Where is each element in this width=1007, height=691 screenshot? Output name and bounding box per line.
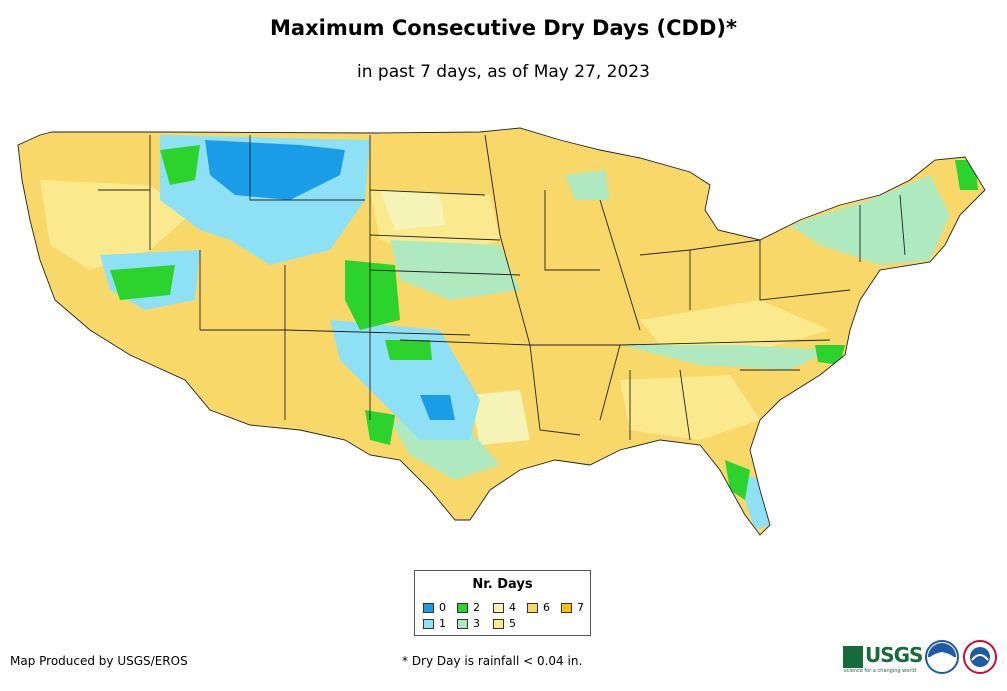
- legend-swatch: [493, 619, 504, 629]
- zone-2day-nevada: [110, 265, 175, 300]
- zone-4day-texas: [470, 390, 530, 445]
- zone-3day-michigan: [565, 170, 610, 200]
- legend-swatch: [423, 619, 434, 629]
- map-base-fill: [18, 128, 985, 535]
- legend-label: 2: [473, 601, 480, 614]
- legend-label: 5: [509, 617, 516, 630]
- legend-label: 7: [577, 601, 584, 614]
- zone-0day-texas: [420, 395, 455, 420]
- legend-swatch: [561, 603, 572, 613]
- zone-2day-carolina: [815, 345, 845, 365]
- legend-swatch: [457, 619, 468, 629]
- state-borders: [17, 127, 986, 536]
- zone-5day-west: [40, 180, 190, 270]
- usgs-wordmark: USGS: [865, 643, 923, 667]
- legend-swatch: [423, 603, 434, 613]
- usgs-wave-icon: [843, 646, 863, 668]
- map-subtitle: in past 7 days, as of May 27, 2023: [357, 62, 650, 82]
- legend-title: Nr. Days: [472, 577, 533, 592]
- zone-0day-montana: [205, 140, 345, 200]
- legend-label: 6: [543, 601, 550, 614]
- zone-2day-newmexico: [365, 410, 395, 445]
- legend-label: 1: [439, 617, 446, 630]
- zone-4day-nebraska: [380, 190, 445, 230]
- legend-label: 3: [473, 617, 480, 630]
- zone-5day-southeast: [620, 375, 760, 440]
- map-legend: Nr. Days 0 1 2 3 4 5 6 7: [414, 570, 591, 636]
- legend-swatch: [493, 603, 504, 613]
- zone-3day-plains: [390, 240, 520, 300]
- nws-logo: [963, 640, 997, 674]
- legend-label: 4: [509, 601, 516, 614]
- zone-5day-midatlantic: [640, 300, 830, 350]
- map-credit: Map Produced by USGS/EROS: [10, 654, 188, 668]
- zone-2day-idaho: [160, 145, 200, 185]
- usgs-logo: USGS science for a changing world: [843, 643, 923, 674]
- zone-3day-northeast: [790, 175, 950, 265]
- zone-2day-oklahoma: [385, 340, 432, 360]
- legend-swatch: [527, 603, 538, 613]
- dry-day-footnote: * Dry Day is rainfall < 0.04 in.: [402, 654, 583, 668]
- noaa-logo: [925, 640, 959, 674]
- legend-swatch: [457, 603, 468, 613]
- zone-3day-carolina: [620, 345, 830, 370]
- zone-2day-colorado: [345, 260, 400, 330]
- usgs-tagline: science for a changing world: [844, 668, 916, 674]
- legend-label: 0: [439, 601, 446, 614]
- map-title: Maximum Consecutive Dry Days (CDD)*: [270, 16, 737, 40]
- cdd-map: [17, 127, 986, 536]
